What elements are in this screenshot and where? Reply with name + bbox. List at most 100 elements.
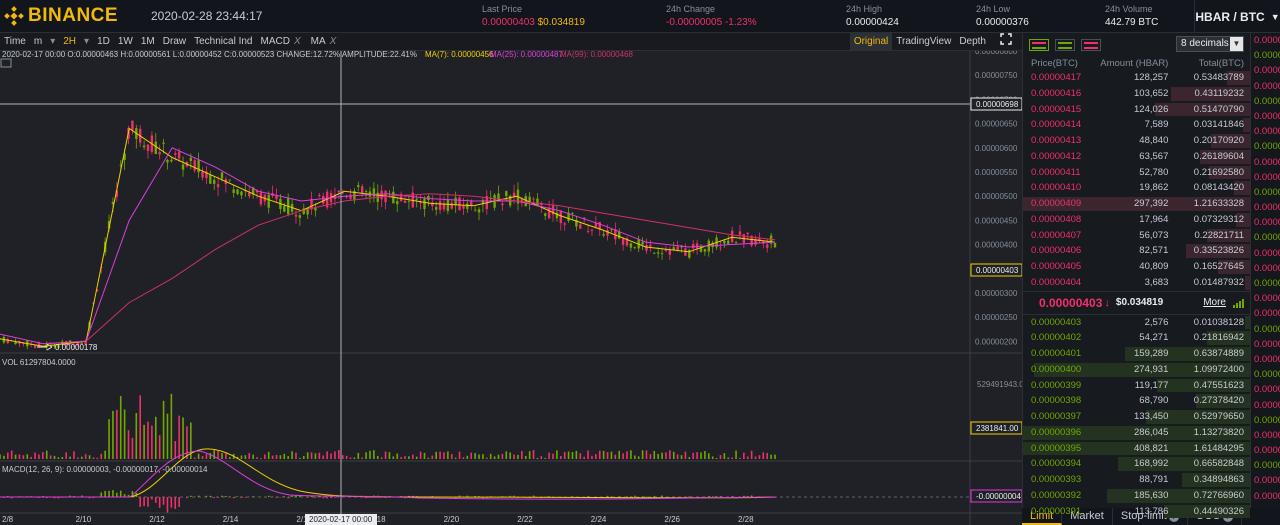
toolbar-technical-ind[interactable]: Technical Ind [194, 35, 253, 47]
candle-body [645, 245, 648, 251]
chevron-down-icon[interactable]: ▾ [84, 35, 90, 47]
toolbar-ma[interactable]: MA [310, 35, 326, 47]
bid-amount: 133,450 [1134, 411, 1169, 422]
toolbar-1m[interactable]: 1M [140, 35, 155, 47]
bid-price: 0.00000396 [1031, 426, 1082, 438]
volume-bar [489, 453, 492, 459]
bid-row[interactable]: 0.00000400 274,931 1.09972400 [1023, 362, 1250, 378]
candle-body [111, 201, 115, 205]
ask-row[interactable]: 0.00000411 52,780 0.21692580 [1023, 165, 1250, 181]
toolbar-minutes[interactable]: m [33, 35, 43, 47]
change-value: -0.00000005 [666, 17, 723, 28]
orderbook-asks-icon[interactable] [1081, 39, 1101, 51]
bid-row[interactable]: 0.00000397 133,450 0.52979650 [1023, 409, 1250, 425]
bid-row[interactable]: 0.00000398 68,790 0.27378420 [1023, 393, 1250, 409]
ask-row[interactable]: 0.00000410 19,862 0.08143420 [1023, 180, 1250, 196]
crosshair-price-tag [970, 97, 1022, 111]
volume-bar [380, 457, 383, 459]
bid-row[interactable]: 0.00000399 119,177 0.47551623 [1023, 378, 1250, 394]
close-macd-icon[interactable]: X [293, 36, 301, 47]
ask-total: 0.26189604 [1193, 150, 1244, 162]
ask-row[interactable]: 0.00000409 297,392 1.21633328 [1023, 196, 1250, 212]
more-link[interactable]: More [1203, 297, 1226, 308]
depth-bar [1245, 315, 1250, 330]
price-chart[interactable]: 0.000008000.000007500.000007000.00000650… [0, 51, 1022, 525]
bid-total: 0.27378420 [1193, 395, 1244, 407]
tab-market[interactable]: Market [1062, 508, 1113, 525]
volume-bar [65, 452, 68, 459]
bid-row[interactable]: 0.00000394 168,992 0.66582848 [1023, 456, 1250, 472]
ask-row[interactable]: 0.00000412 63,567 0.26189604 [1023, 149, 1250, 165]
ask-amount: 297,392 [1134, 198, 1169, 209]
volume-bar [408, 456, 410, 459]
candle-body [586, 230, 590, 232]
bid-row[interactable]: 0.00000401 159,289 0.63874889 [1023, 346, 1250, 362]
candle-body [723, 240, 726, 244]
volume-bar [696, 452, 698, 459]
toolbar-1w[interactable]: 1W [117, 35, 133, 47]
volume-bar [688, 457, 691, 459]
chevron-down-icon[interactable]: ▾ [50, 35, 56, 47]
bid-row[interactable]: 0.00000391 113,786 0.44490326 [1023, 504, 1250, 520]
chart-svg[interactable]: 0.000008000.000007500.000007000.00000650… [0, 51, 1022, 525]
bid-row[interactable]: 0.00000402 54,271 0.21816942 [1023, 330, 1250, 346]
orderbook-bids-icon[interactable] [1055, 39, 1075, 51]
ask-list: 0.00000417 128,257 0.53483789 0.00000416 103… [1023, 70, 1250, 291]
trade-price: 0.0000 [1254, 141, 1280, 153]
ask-row[interactable]: 0.00000408 17,964 0.07329312 [1023, 212, 1250, 228]
bid-row[interactable]: 0.00000403 2,576 0.01038128 [1023, 315, 1250, 331]
volume-bar [302, 455, 305, 459]
depth-bar [1118, 457, 1250, 471]
view-original[interactable]: Original [849, 33, 893, 51]
volume-bar [205, 454, 208, 459]
trade-price: 0.0000 [1254, 156, 1280, 168]
volume-bar [423, 452, 426, 459]
toolbar-1d[interactable]: 1D [97, 35, 110, 47]
view-depth[interactable]: Depth [959, 36, 986, 47]
decimals-select[interactable]: 8 decimals ▼ [1176, 36, 1244, 52]
ask-price: 0.00000412 [1031, 150, 1082, 162]
volume-bar [415, 456, 418, 459]
bid-row[interactable]: 0.00000393 88,791 0.34894863 [1023, 472, 1250, 488]
candle-body [380, 190, 383, 200]
volume-bar [330, 453, 332, 459]
bid-price: 0.00000401 [1031, 348, 1082, 359]
fullscreen-icon[interactable] [990, 32, 1022, 52]
volume-bar [665, 452, 667, 459]
candle-body [610, 229, 613, 231]
ask-row[interactable]: 0.00000414 7,589 0.03141846 [1023, 117, 1250, 133]
toolbar-time[interactable]: Time [4, 35, 26, 47]
volume-bar [700, 452, 702, 459]
toolbar-draw[interactable]: Draw [162, 35, 187, 47]
candle-body [699, 245, 703, 252]
candle-body [142, 145, 146, 148]
ask-row[interactable]: 0.00000406 82,571 0.33523826 [1023, 243, 1250, 259]
tab-limit[interactable]: Limit [1022, 508, 1063, 525]
ask-row[interactable]: 0.00000413 48,840 0.20170920 [1023, 133, 1250, 149]
bid-row[interactable]: 0.00000392 185,630 0.72766960 [1023, 488, 1250, 504]
ask-row[interactable]: 0.00000405 40,809 0.16527645 [1023, 259, 1250, 275]
macd-bar [205, 495, 208, 497]
pair-selector[interactable]: HBAR / BTC ▼ [1194, 0, 1280, 33]
volume-bar [630, 450, 632, 459]
collapse-icon[interactable] [0, 58, 12, 68]
bid-row[interactable]: 0.00000396 286,045 1.13273820 [1023, 425, 1250, 441]
binance-logo[interactable]: BINANCE [4, 4, 118, 28]
toolbar-macd[interactable]: MACD [260, 35, 290, 47]
ask-row[interactable]: 0.00000416 103,652 0.43119232 [1023, 86, 1250, 102]
ask-row[interactable]: 0.00000404 3,683 0.01487932 [1023, 275, 1250, 291]
ask-row[interactable]: 0.00000417 128,257 0.53483789 [1023, 70, 1250, 86]
close-ma-icon[interactable]: X [329, 36, 337, 47]
bid-row[interactable]: 0.00000395 408,821 1.61484295 [1023, 441, 1250, 457]
orderbook-both-icon[interactable] [1029, 39, 1049, 51]
toolbar-2h[interactable]: 2H [63, 35, 77, 47]
volume-bar [649, 454, 652, 459]
high-stat: 24h High 0.00000424 [846, 3, 899, 29]
ask-row[interactable]: 0.00000407 56,073 0.22821711 [1023, 228, 1250, 244]
macd-bar [532, 495, 535, 497]
view-tradingview[interactable]: TradingView [896, 36, 952, 47]
macd-bar [228, 496, 231, 497]
candle-body [174, 153, 177, 155]
candle-body [621, 238, 625, 245]
ask-row[interactable]: 0.00000415 124,026 0.51470790 [1023, 102, 1250, 118]
